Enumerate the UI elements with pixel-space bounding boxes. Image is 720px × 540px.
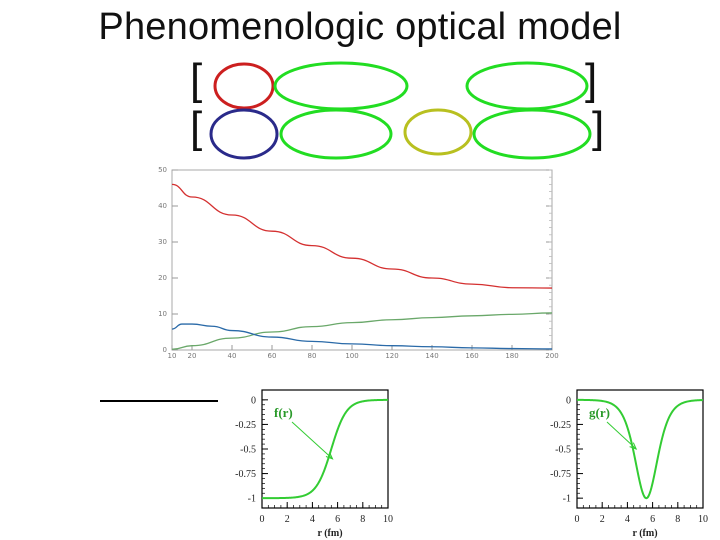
f-r-annotation: f(r) [274,405,293,420]
f-r-annotation-arrow [291,421,333,460]
main-y-tick-label: 30 [158,238,167,246]
g-r-y-tick-label: -0.5 [555,445,571,456]
f-r-x-axis-label: r (fm) [317,528,342,539]
main-x-tick-label: 160 [465,352,478,360]
f-r-y-tick-label: -0.25 [235,420,256,431]
f-r-x-tick-label: 0 [260,514,265,525]
g-r-y-tick-label: -0.25 [550,420,571,431]
equation-line2-close-bracket: ] [592,103,605,152]
main-y-tick-label: 20 [158,274,167,282]
main-series-line-1 [171,183,553,289]
main-y-tick-label: 50 [158,166,167,174]
main-y-tick-label: 40 [158,202,167,210]
main-x-tick-label: 10 [168,352,177,360]
f-r-curve [262,398,388,500]
f-r-plot: 0 -0.25 -0.5 -0.75 -1 0 2 4 6 8 10 r (fm) f(r) [235,389,393,539]
f-r-y-tick-label: -1 [248,494,256,505]
equation-line2-open-bracket: [ [190,103,203,152]
g-r-annotation-arrow [606,421,637,450]
g-r-frame [576,389,704,509]
main-x-tick-label: 40 [228,352,237,360]
main-x-tick-label: 200 [545,352,558,360]
g-r-curve [576,398,704,500]
main-x-tick-label: 180 [505,352,518,360]
g-r-x-tick-label: 6 [650,514,655,525]
highlight-ellipse-navy [209,108,279,160]
main-x-tick-label: 100 [345,352,358,360]
main-x-tick-label: 140 [425,352,438,360]
slide-title: Phenomenologic optical model [98,6,622,48]
main-x-tick-label: 120 [385,352,398,360]
g-r-y-tick-label: 0 [566,395,571,406]
g-r-x-tick-label: 10 [698,514,708,525]
f-r-arrow-head [325,452,334,460]
main-y-tick-label: 0 [163,346,167,354]
highlight-ellipse-green-3 [279,108,393,160]
main-series-line-3 [171,323,553,350]
main-series-line-2 [171,312,553,350]
g-r-x-axis-label: r (fm) [632,528,657,539]
highlight-ellipse-green-1 [273,61,409,111]
equation-line1-close-bracket: ] [585,55,598,104]
equation-line1-open-bracket: [ [190,55,203,104]
g-r-x-tick-label: 8 [675,514,680,525]
g-r-x-tick-label: 4 [625,514,630,525]
highlight-ellipse-green-2 [465,61,589,111]
f-r-y-tick-label: -0.75 [235,469,256,480]
g-r-y-tick-label: -1 [563,494,571,505]
g-r-y-tick-label: -0.75 [550,469,571,480]
highlight-ellipse-olive [403,108,473,156]
f-r-y-tick-label: 0 [251,395,256,406]
g-r-annotation: g(r) [589,405,610,420]
main-x-tick-label: 20 [188,352,197,360]
g-r-arrow-head [629,442,638,450]
g-r-x-tick-label: 0 [575,514,580,525]
main-y-tick-label: 10 [158,310,167,318]
g-r-x-tick-label: 2 [600,514,605,525]
highlight-ellipse-red [213,62,275,110]
divider-line [100,400,218,402]
highlight-ellipse-green-4 [472,108,592,160]
f-r-x-tick-label: 2 [285,514,290,525]
f-r-x-tick-label: 4 [310,514,315,525]
main-x-tick-label: 80 [308,352,317,360]
f-r-x-tick-label: 10 [383,514,393,525]
f-r-x-tick-label: 6 [335,514,340,525]
f-r-x-tick-label: 8 [360,514,365,525]
g-r-plot: 0 -0.25 -0.5 -0.75 -1 0 2 4 6 8 10 r (fm) g(r) [550,389,708,539]
main-x-tick-label: 60 [268,352,277,360]
f-r-y-tick-label: -0.5 [240,445,256,456]
equation-highlights [209,61,592,160]
